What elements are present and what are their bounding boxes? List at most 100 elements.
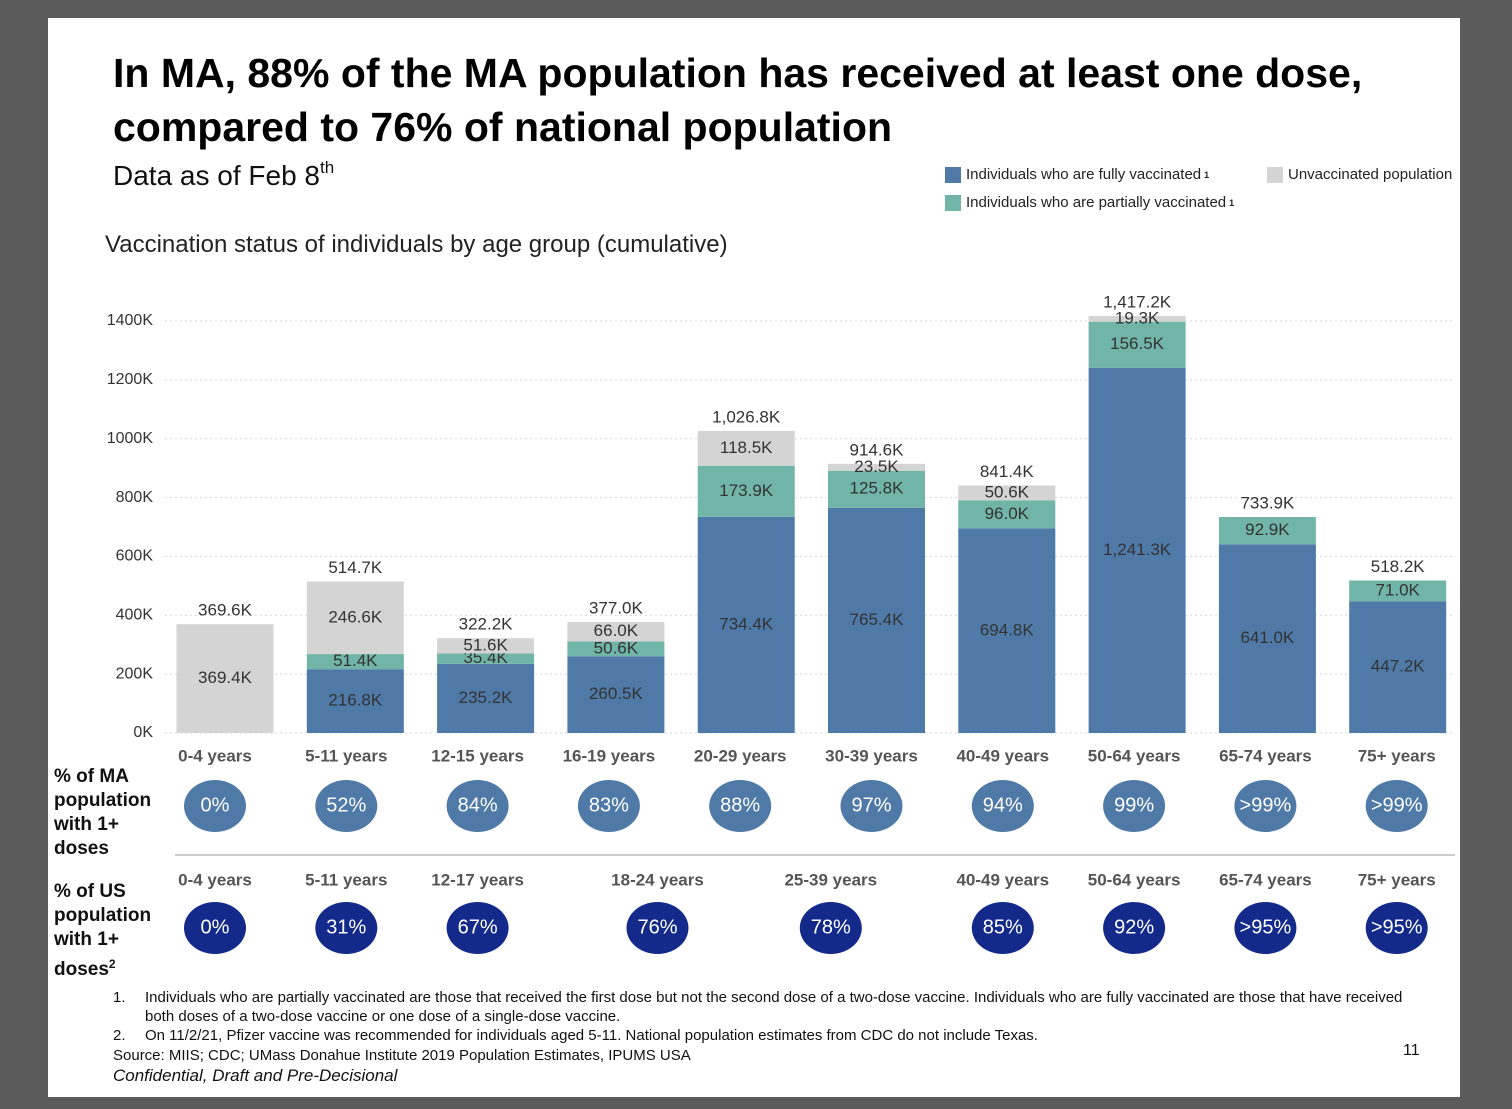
us-category-label: 12-17 years: [431, 870, 524, 889]
footnote-text: On 11/2/21, Pfizer vaccine was recommend…: [145, 1027, 1038, 1044]
footnote-marker: 1: [1229, 197, 1235, 208]
dose-badge: [446, 780, 509, 832]
value-label: 118.5K: [720, 438, 773, 457]
y-tick-label: 1200K: [107, 371, 154, 388]
x-tick-label: 40-49 years: [956, 746, 1049, 765]
value-label: 23.5K: [854, 457, 899, 476]
us-category-label: 40-49 years: [956, 870, 1049, 889]
footnote-marker: 1: [1204, 169, 1210, 180]
bar-segment: [958, 500, 1056, 529]
bar-segment: [1218, 544, 1316, 733]
dose-badge-label: >99%: [1371, 794, 1423, 816]
row-label-text: % of US population with 1+ doses: [54, 881, 152, 980]
dose-badge-label: >95%: [1371, 916, 1423, 938]
dose-badge: [1234, 902, 1297, 954]
x-tick-label: 20-29 years: [694, 746, 787, 765]
value-label: 216.8K: [328, 691, 383, 710]
bar-segment: [306, 669, 404, 733]
source: Source: MIIS; CDC; UMass Donahue Institu…: [113, 1047, 691, 1064]
total-label: 1,026.8K: [712, 407, 781, 426]
value-label: 641.0K: [1240, 628, 1295, 647]
dose-badge-label: 0%: [201, 916, 230, 938]
footnote: 2. On 11/2/21, Pfizer vaccine was recomme…: [113, 1026, 1433, 1045]
total-label: 322.2K: [459, 615, 514, 634]
dose-badge-label: 99%: [1114, 794, 1154, 816]
dose-badge-label: 92%: [1114, 916, 1154, 938]
dose-badge-label: 83%: [589, 794, 629, 816]
total-label: 733.9K: [1240, 494, 1295, 513]
y-tick-label: 600K: [116, 548, 154, 565]
bar-segment: [1349, 601, 1447, 733]
value-label: 50.6K: [594, 638, 639, 657]
legend-label: Individuals who are fully vaccinated: [966, 166, 1202, 183]
bar-segment: [1088, 321, 1186, 368]
footnotes: 1. Individuals who are partially vaccinat…: [113, 988, 1433, 1045]
x-tick-label: 50-64 years: [1088, 746, 1181, 765]
title: In MA, 88% of the MA population has rece…: [113, 50, 1363, 150]
total-label: 369.6K: [198, 601, 253, 620]
value-label: 734.4K: [719, 614, 774, 633]
y-tick-label: 200K: [116, 665, 154, 682]
dose-badge: [626, 902, 689, 954]
us-category-label: 65-74 years: [1219, 870, 1312, 889]
value-label: 66.0K: [594, 621, 639, 640]
dose-badge: [577, 780, 640, 832]
legend-label: Unvaccinated population: [1288, 166, 1453, 183]
page-number: 11: [1403, 1042, 1420, 1059]
bar-segment: [697, 465, 795, 517]
subtitle: Data as of Feb 8th: [113, 158, 334, 192]
bar-segment: [958, 528, 1056, 733]
value-label: 1,241.3K: [1103, 540, 1172, 559]
dose-badge-label: 84%: [458, 794, 498, 816]
bar-segment: [306, 654, 404, 670]
bar-segment: [1349, 580, 1447, 602]
dose-badge-label: 94%: [983, 794, 1023, 816]
bar-segment: [567, 641, 665, 657]
dose-badge: [446, 902, 509, 954]
total-label: 1,417.2K: [1103, 292, 1172, 311]
value-label: 765.4K: [850, 610, 905, 629]
confidentiality: Confidential, Draft and Pre-Decisional: [113, 1066, 398, 1085]
dose-badge: [1365, 780, 1428, 832]
total-label: 914.6K: [850, 440, 905, 459]
us-category-label: 0-4 years: [178, 870, 252, 889]
dose-badge-label: 88%: [720, 794, 760, 816]
bar-segment: [697, 430, 795, 466]
value-label: 51.4K: [333, 651, 378, 670]
bar-segment: [828, 463, 925, 471]
dose-badge-label: 78%: [811, 916, 851, 938]
value-label: 694.8K: [980, 620, 1035, 639]
y-tick-label: 0K: [133, 724, 153, 741]
value-label: 71.0K: [1375, 580, 1420, 599]
bar-segment: [1218, 517, 1316, 545]
bar-segment: [1088, 367, 1186, 733]
dose-badge: [315, 902, 378, 954]
dose-badge-label: 97%: [851, 794, 891, 816]
bar-segment: [567, 622, 665, 642]
dose-badge: [709, 780, 772, 832]
value-label: 19.3K: [1115, 308, 1160, 327]
bar-segment: [828, 507, 925, 733]
dose-badge: [184, 780, 246, 832]
bar-segment: [1088, 315, 1186, 322]
y-tick-label: 1000K: [107, 430, 154, 447]
legend-swatch: [1267, 166, 1283, 183]
value-label: 260.5K: [589, 684, 644, 703]
us-category-label: 5-11 years: [305, 870, 387, 889]
bar-segment: [567, 656, 665, 733]
dose-badge-label: >99%: [1240, 794, 1292, 816]
x-tick-label: 16-19 years: [563, 746, 656, 765]
x-tick-label: 0-4 years: [178, 746, 252, 765]
footnote-text: Individuals who are partially vaccinated…: [145, 989, 1403, 1025]
dose-badge-label: 0%: [201, 794, 230, 816]
x-tick-label: 75+ years: [1358, 746, 1436, 765]
us-category-label: 25-39 years: [784, 870, 877, 889]
value-label: 369.4K: [198, 668, 253, 687]
legend-swatch: [945, 194, 961, 211]
dose-badge-label: 31%: [326, 916, 366, 938]
value-label: 246.6K: [328, 607, 383, 626]
us-category-label: 50-64 years: [1088, 870, 1181, 889]
us-category-label: 75+ years: [1358, 870, 1436, 889]
value-label: 51.6K: [463, 635, 508, 654]
